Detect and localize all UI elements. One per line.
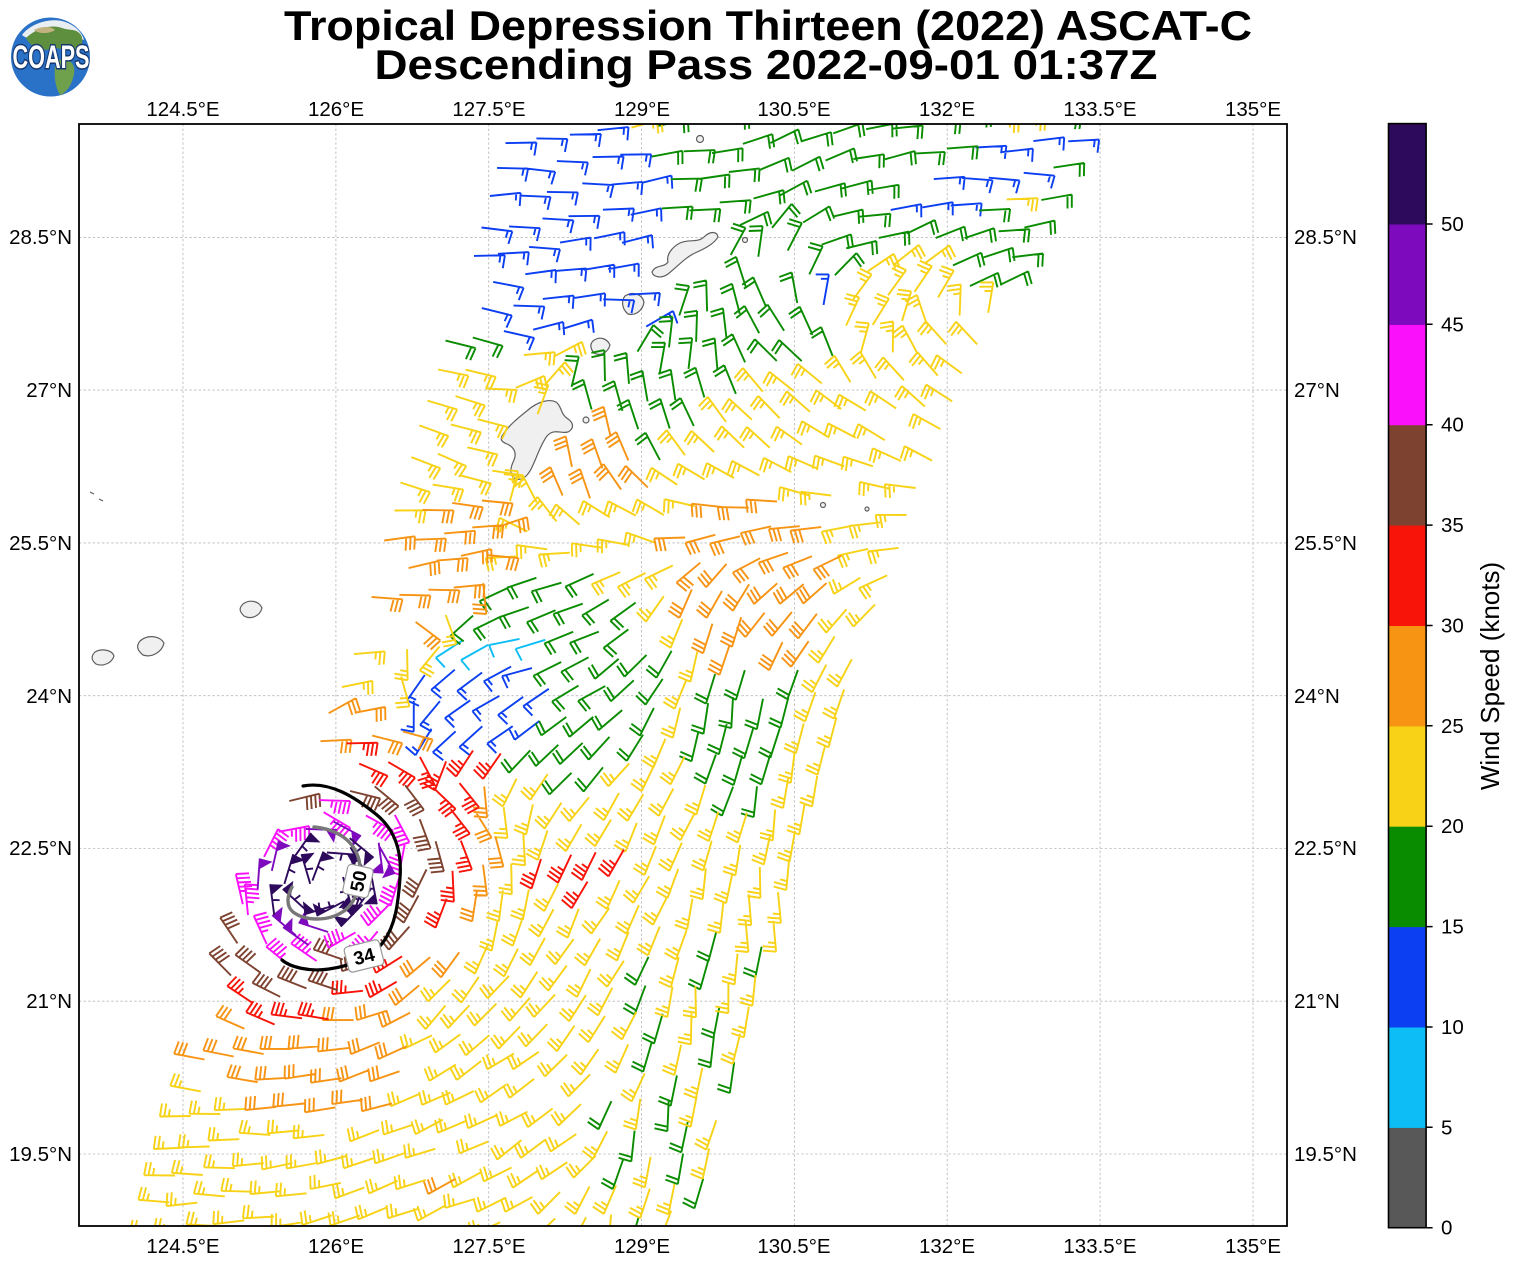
svg-text:132°E: 132°E: [919, 98, 975, 121]
svg-text:50: 50: [347, 869, 372, 894]
svg-text:40: 40: [1441, 414, 1464, 437]
svg-text:20: 20: [1441, 815, 1464, 838]
svg-text:10: 10: [1441, 1016, 1464, 1039]
svg-text:126°E: 126°E: [308, 98, 364, 121]
svg-text:25.5°N: 25.5°N: [9, 532, 72, 555]
svg-text:19.5°N: 19.5°N: [1294, 1143, 1357, 1166]
svg-text:24°N: 24°N: [26, 685, 72, 708]
svg-text:126°E: 126°E: [308, 1235, 364, 1258]
svg-text:124.5°E: 124.5°E: [146, 98, 219, 121]
svg-text:25.5°N: 25.5°N: [1294, 532, 1357, 555]
svg-text:28.5°N: 28.5°N: [1294, 226, 1357, 249]
svg-text:28.5°N: 28.5°N: [9, 226, 72, 249]
svg-text:19.5°N: 19.5°N: [9, 1143, 72, 1166]
svg-text:24°N: 24°N: [1294, 685, 1340, 708]
svg-text:Descending Pass 2022-09-01 01:: Descending Pass 2022-09-01 01:37Z: [375, 41, 1158, 88]
svg-text:25: 25: [1441, 715, 1464, 738]
svg-text:COAPS: COAPS: [13, 39, 90, 75]
svg-text:129°E: 129°E: [614, 98, 670, 121]
svg-text:133.5°E: 133.5°E: [1063, 98, 1136, 121]
svg-text:15: 15: [1441, 916, 1464, 939]
svg-text:124.5°E: 124.5°E: [146, 1235, 219, 1258]
svg-text:0: 0: [1441, 1217, 1452, 1240]
svg-text:27°N: 27°N: [1294, 379, 1340, 402]
svg-text:127.5°E: 127.5°E: [452, 98, 525, 121]
svg-text:35: 35: [1441, 514, 1464, 537]
svg-text:30: 30: [1441, 615, 1464, 638]
svg-text:22.5°N: 22.5°N: [1294, 837, 1357, 860]
svg-text:21°N: 21°N: [26, 990, 72, 1013]
svg-text:Wind Speed (knots): Wind Speed (knots): [1475, 562, 1505, 790]
svg-text:135°E: 135°E: [1225, 1235, 1281, 1258]
svg-text:135°E: 135°E: [1225, 98, 1281, 121]
svg-text:133.5°E: 133.5°E: [1063, 1235, 1136, 1258]
svg-text:132°E: 132°E: [919, 1235, 975, 1258]
svg-text:50: 50: [1441, 213, 1464, 236]
svg-text:127.5°E: 127.5°E: [452, 1235, 525, 1258]
svg-text:27°N: 27°N: [26, 379, 72, 402]
svg-text:129°E: 129°E: [614, 1235, 670, 1258]
svg-text:130.5°E: 130.5°E: [757, 98, 830, 121]
svg-text:Tropical Depression Thirteen (: Tropical Depression Thirteen (2022) ASCA…: [284, 2, 1252, 49]
svg-text:22.5°N: 22.5°N: [9, 837, 72, 860]
svg-text:21°N: 21°N: [1294, 990, 1340, 1013]
svg-text:130.5°E: 130.5°E: [757, 1235, 830, 1258]
svg-text:5: 5: [1441, 1116, 1452, 1139]
svg-text:45: 45: [1441, 313, 1464, 336]
svg-text:COAPS: COAPS: [13, 39, 90, 75]
